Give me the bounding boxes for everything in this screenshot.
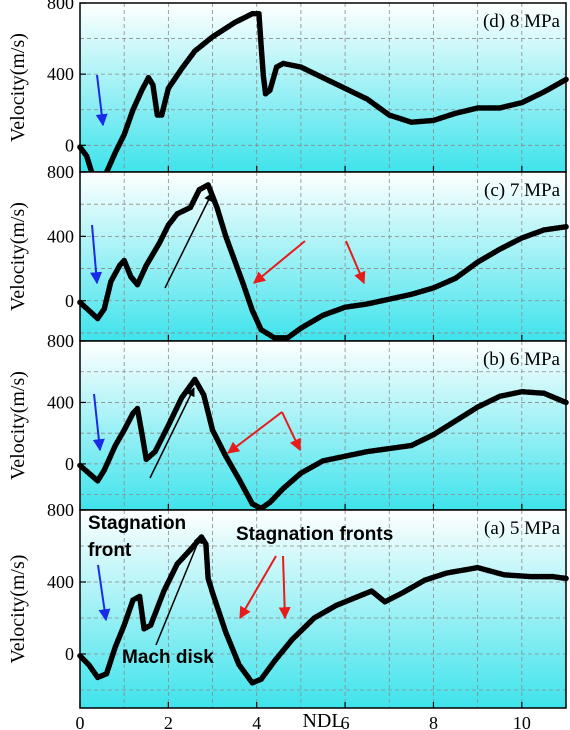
- panel-title: (c) 7 MPa: [484, 180, 561, 201]
- blue-arrow-b: [92, 393, 105, 452]
- black-arrow-c: [164, 192, 213, 289]
- annotation-stagnation-fronts: Stagnation fronts: [236, 524, 393, 545]
- x-tick-label: 10: [513, 713, 531, 730]
- y-tick-label: 0: [65, 644, 74, 664]
- black-arrow-a: [155, 534, 203, 646]
- x-tick-label: 6: [341, 713, 350, 730]
- panel-title: (b) 6 MPa: [483, 349, 561, 370]
- x-tick-label: 8: [429, 713, 438, 730]
- black-arrow-b: [149, 387, 195, 479]
- panel-frame: [79, 509, 567, 709]
- panel-background: [80, 510, 566, 708]
- panel-background: [80, 341, 566, 510]
- annotation-mach-disk: Mach disk: [122, 647, 214, 668]
- blue-arrow-c: [90, 224, 103, 285]
- red-arrow-a2: [278, 555, 291, 620]
- red-arrow-c2: [345, 240, 366, 285]
- blue-arrow-a: [97, 564, 111, 622]
- panel-background: [80, 3, 566, 172]
- panel-c: 0 400 800 Velocity(m/s) (c) 7 MPa: [7, 162, 569, 342]
- y-tick-label: 0: [65, 135, 74, 155]
- y-axis-label: Velocity(m/s): [7, 371, 29, 480]
- y-tick-label: 800: [47, 0, 74, 13]
- panel-b: 0 400 800 Velocity(m/s) (b) 6 MPa: [7, 331, 569, 512]
- annotation-overlay: Stagnation front Stagnation fronts Mach …: [88, 74, 393, 668]
- y-tick-label: 400: [47, 572, 74, 592]
- y-tick-label: 800: [47, 162, 74, 182]
- y-axis-label: Velocity(m/s): [7, 202, 29, 311]
- red-arrow-c1: [253, 240, 306, 284]
- annotation-stagnation-front-line1: Stagnation: [88, 513, 186, 534]
- annotation-stagnation-front-line2: front: [88, 540, 132, 561]
- panel-title: (a) 5 MPa: [484, 518, 561, 539]
- y-tick-label: 400: [47, 226, 74, 246]
- x-tick-label: 4: [252, 713, 261, 730]
- x-tick-label: 2: [164, 713, 173, 730]
- y-tick-label: 0: [65, 454, 74, 474]
- red-arrow-b1: [227, 411, 283, 454]
- x-tick-label: 0: [76, 713, 85, 730]
- panel-a: 0 400 800 Velocity(m/s) (a) 5 MPa 0 2 4 6 8 10 NDL: [7, 500, 569, 730]
- y-axis-label: Velocity(m/s): [7, 33, 29, 142]
- red-arrow-b2: [281, 411, 301, 452]
- y-tick-label: 400: [47, 392, 74, 412]
- red-arrow-a1: [239, 555, 277, 620]
- y-tick-label: 400: [47, 64, 74, 84]
- panel-title: (d) 8 MPa: [483, 11, 561, 32]
- blue-arrow-d: [95, 74, 108, 127]
- panel-d: 0 400 800 Velocity(m/s) (d) 8 MPa: [7, 0, 569, 190]
- y-axis-label: Velocity(m/s): [7, 555, 29, 664]
- y-tick-label: 0: [65, 291, 74, 311]
- y-tick-label: 800: [47, 500, 74, 520]
- x-axis-label: NDL: [302, 710, 343, 730]
- y-tick-label: 800: [47, 331, 74, 351]
